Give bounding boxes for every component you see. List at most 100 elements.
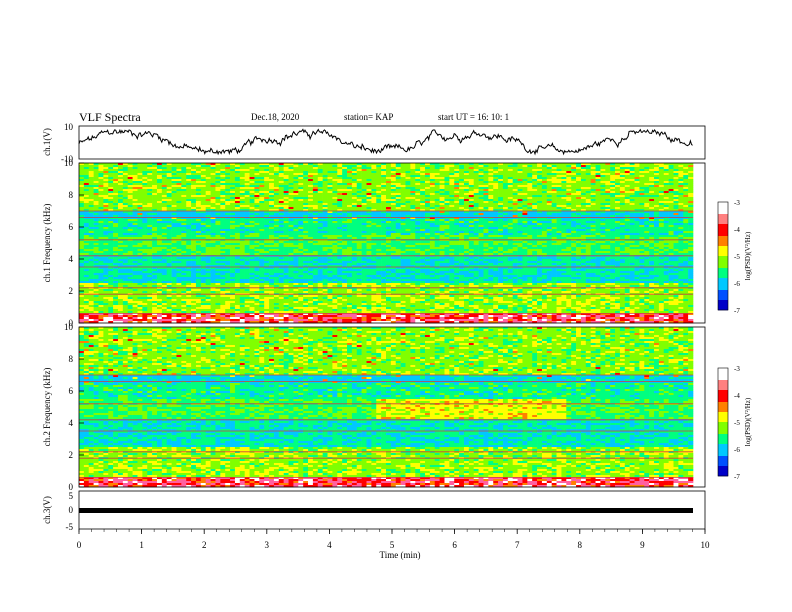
spectrogram-cell [103,203,108,205]
spectrogram-cell [591,191,596,193]
spectrogram-cell [123,213,128,215]
spectrogram-cell [225,229,230,231]
spectrogram-cell [415,175,420,177]
spectrogram-cell [659,213,664,215]
spectrogram-cell [381,195,386,197]
spectrogram-cell [469,183,474,185]
spectrogram-cell [186,173,191,175]
spectrogram-cell [89,231,94,233]
spectrogram-cell [289,185,294,187]
spectrogram-cell [250,177,255,179]
spectrogram-cell [298,173,303,175]
spectrogram-cell [269,179,274,181]
spectrogram-cell [625,231,630,233]
spectrogram-cell [113,199,118,201]
spectrogram-cell [464,221,469,223]
spectrogram-cell [172,213,177,215]
spectrogram-cell [181,241,186,243]
spectrogram-cell [162,187,167,189]
spectrogram-cell [176,197,181,199]
spectrogram-cell [313,225,318,227]
spectrogram-cell [459,183,464,185]
spectrogram-cell [454,233,459,235]
spectrogram-cell [610,207,615,209]
spectrogram-cell [323,193,328,195]
spectrogram-cell [469,197,474,199]
spectrogram-cell [425,241,430,243]
spectrogram-cell [128,233,133,235]
spectrogram-cell [674,197,679,199]
spectrogram-cell [172,221,177,223]
spectrogram-cell [337,181,342,183]
spectrogram-cell [172,227,177,229]
spectrogram-cell [142,171,147,173]
spectrogram-cell [318,175,323,177]
spectrogram-cell [532,225,537,227]
spectrogram-cell [215,197,220,199]
spectrogram-cell [89,169,94,171]
spectrogram-cell [547,235,552,237]
spectrogram-cell [669,195,674,197]
spectrogram-cell [376,165,381,167]
spectrogram-cell [167,237,172,239]
spectrogram-cell [664,183,669,185]
spectrogram-cell [415,203,420,205]
spectrogram-cell [206,169,211,171]
spectrogram-cell [664,199,669,201]
spectrogram-cell [98,191,103,193]
spectrogram-cell [293,215,298,217]
spectrogram-cell [215,227,220,229]
spectrogram-cell [230,207,235,209]
spectrogram-cell [527,183,532,185]
spectrogram-cell [240,219,245,221]
spectrogram-cell [688,207,693,209]
spectrogram-cell [566,213,571,215]
spectrogram-cell [683,197,688,199]
spectrogram-cell [357,225,362,227]
spectrogram-cell [250,179,255,181]
spectrogram-cell [274,179,279,181]
spectrogram-cell [230,171,235,173]
spectrogram-cell [557,167,562,169]
spectrogram-cell [201,185,206,187]
spectrogram-cell [518,165,523,167]
spectrogram-cell [537,233,542,235]
spectrogram-cell [620,193,625,195]
spectrogram-cell [410,187,415,189]
spectrogram-cell [522,227,527,229]
spectrogram-cell [371,195,376,197]
spectrogram-cell [103,167,108,169]
spectrogram-cell [118,223,123,225]
spectrogram-cell [444,175,449,177]
spectrogram-cell [123,229,128,231]
spectrogram-cell [264,221,269,223]
spectrogram-cell [425,183,430,185]
spectrogram-cell [181,169,186,171]
spectrogram-cell [464,199,469,201]
spectrogram-cell [279,181,284,183]
spectrogram-cell [376,213,381,215]
spectrogram-cell [527,197,532,199]
spectrogram-cell [552,215,557,217]
spectrogram-cell [167,215,172,217]
spectrogram-cell [133,169,138,171]
spectrogram-cell [215,237,220,239]
spectrogram-cell [332,231,337,233]
spectrogram-cell [118,207,123,209]
spectrogram-cell [615,213,620,215]
spectrogram-cell [493,203,498,205]
spectrogram-cell [371,231,376,233]
spectrogram-cell [664,167,669,169]
spectrogram-cell [659,197,664,199]
spectrogram-cell [503,177,508,179]
spectrogram-cell [332,173,337,175]
spectrogram-cell [250,199,255,201]
spectrogram-cell [230,225,235,227]
spectrogram-cell [425,233,430,235]
spectrogram-cell [337,179,342,181]
spectrogram-cell [176,179,181,181]
spectrogram-cell [547,227,552,229]
spectrogram-cell [552,177,557,179]
spectrogram-cell [98,169,103,171]
spectrogram-cell [425,219,430,221]
